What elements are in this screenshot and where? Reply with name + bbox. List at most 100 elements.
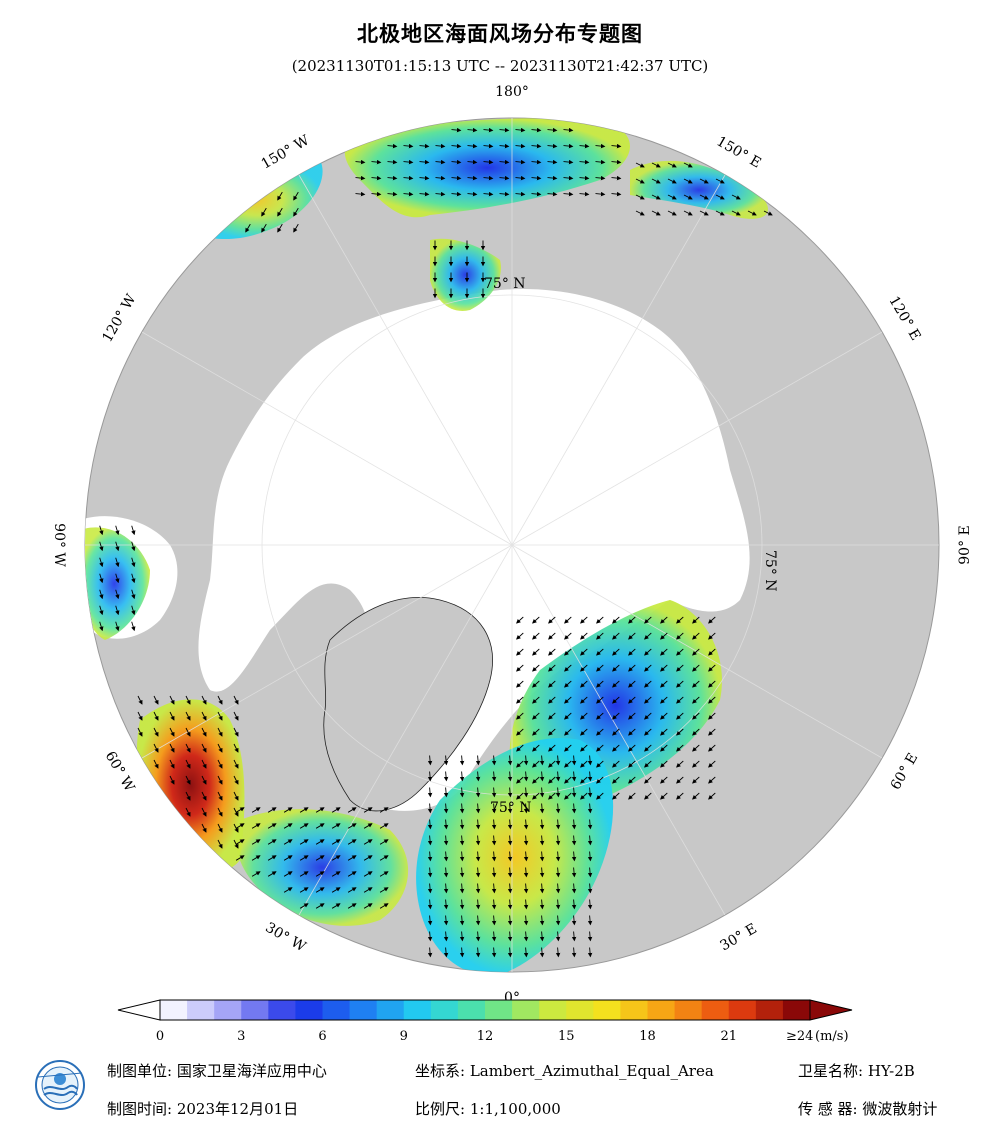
wind-arrow <box>516 648 524 656</box>
wind-arrow <box>579 143 590 149</box>
wind-arrow <box>491 771 497 782</box>
wind-arrow <box>169 775 175 785</box>
wind-arrow <box>277 207 283 217</box>
wind-arrow <box>763 210 773 216</box>
wind-arrow <box>443 803 449 814</box>
wind-arrow <box>571 755 577 766</box>
wind-arrow <box>427 883 433 894</box>
wind-arrow <box>379 871 389 877</box>
wind-arrow <box>692 712 700 720</box>
colorbar-cells <box>160 1000 811 1020</box>
wind-arrow <box>596 648 604 656</box>
wind-arrow <box>499 191 510 197</box>
wind-arrow <box>475 899 481 910</box>
wind-arrow <box>491 755 497 766</box>
wind-arrow <box>459 915 465 926</box>
wind-arrow <box>387 159 398 165</box>
wind-arrow <box>571 867 577 878</box>
wind-arrow <box>523 755 529 766</box>
wind-arrow <box>443 835 449 846</box>
wind-arrow <box>651 194 661 200</box>
wind-field-okhotsk <box>630 160 769 219</box>
wind-arrow <box>293 191 299 201</box>
colorbar-tick-label: 0 <box>156 1029 164 1044</box>
wind-arrow <box>347 855 357 861</box>
wind-arrow <box>692 680 700 688</box>
colorbar-cell <box>647 1000 676 1020</box>
wind-arrow <box>628 616 636 624</box>
wind-arrow <box>491 867 497 878</box>
wind-arrow <box>564 744 572 752</box>
wind-arrow <box>427 867 433 878</box>
wind-arrow <box>715 178 725 184</box>
wind-arrow <box>692 760 700 768</box>
wind-arrow <box>555 803 561 814</box>
wind-arrow <box>612 760 620 768</box>
wind-arrow <box>347 903 357 909</box>
wind-arrow <box>579 175 590 181</box>
wind-arrow <box>628 728 636 736</box>
wind-arrow <box>443 819 449 830</box>
wind-arrow <box>459 787 465 798</box>
wind-arrow <box>587 819 593 830</box>
wind-arrow <box>564 760 572 768</box>
wind-arrow <box>185 807 191 817</box>
wind-arrow <box>580 680 588 688</box>
wind-arrow <box>555 899 561 910</box>
wind-arrow <box>443 883 449 894</box>
wind-arrow <box>587 835 593 846</box>
wind-arrow <box>555 851 561 862</box>
wind-arrow <box>217 711 223 721</box>
wind-arrow <box>539 819 545 830</box>
wind-arrow <box>491 947 497 958</box>
wind-arrow <box>692 664 700 672</box>
wind-arrow <box>555 755 561 766</box>
wind-arrow <box>683 178 693 184</box>
wind-arrow <box>587 931 593 942</box>
wind-arrow <box>532 712 540 720</box>
wind-arrow <box>676 680 684 688</box>
wind-arrow <box>459 835 465 846</box>
wind-arrow <box>539 867 545 878</box>
wind-arrow <box>644 680 652 688</box>
wind-arrow <box>747 210 757 216</box>
wind-arrow <box>660 616 668 624</box>
wind-arrow <box>459 771 465 782</box>
wind-arrow <box>491 819 497 830</box>
wind-arrow <box>660 792 668 800</box>
wind-arrow <box>660 696 668 704</box>
colorbar-cell <box>620 1000 648 1020</box>
mapping-time-label: 制图时间: <box>107 1100 173 1118</box>
colorbar-cell <box>295 1000 323 1020</box>
wind-arrow <box>515 191 526 197</box>
wind-arrow <box>315 855 325 861</box>
wind-arrow <box>435 159 446 165</box>
wind-arrow <box>516 680 524 688</box>
wind-arrow <box>185 791 191 801</box>
wind-arrow <box>547 175 558 181</box>
wind-arrow <box>347 887 357 893</box>
wind-arrow <box>427 899 433 910</box>
wind-arrow <box>379 823 389 829</box>
wind-arrow <box>201 807 207 817</box>
wind-arrow <box>611 143 622 149</box>
wind-arrow <box>628 744 636 752</box>
wind-arrow <box>563 175 574 181</box>
wind-arrow <box>523 787 529 798</box>
wind-arrow <box>644 616 652 624</box>
wind-arrow <box>539 771 545 782</box>
wind-arrow <box>419 175 430 181</box>
colorbar-tick-label: 6 <box>318 1029 326 1044</box>
wind-arrow <box>628 792 636 800</box>
wind-arrow <box>169 711 175 721</box>
wind-arrow <box>683 210 693 216</box>
wind-arrow <box>467 127 478 133</box>
wind-arrow <box>507 819 513 830</box>
wind-arrow <box>539 755 545 766</box>
wind-arrow <box>315 871 325 877</box>
wind-arrow <box>131 605 136 616</box>
colorbar-tick-label: 12 <box>477 1029 494 1044</box>
wind-arrow <box>267 807 277 813</box>
wind-arrow <box>531 143 542 149</box>
wind-arrow <box>708 776 716 784</box>
